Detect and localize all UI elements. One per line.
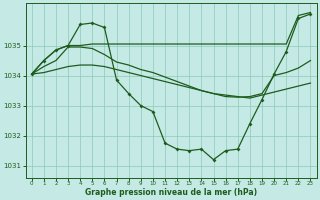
X-axis label: Graphe pression niveau de la mer (hPa): Graphe pression niveau de la mer (hPa) [85, 188, 257, 197]
